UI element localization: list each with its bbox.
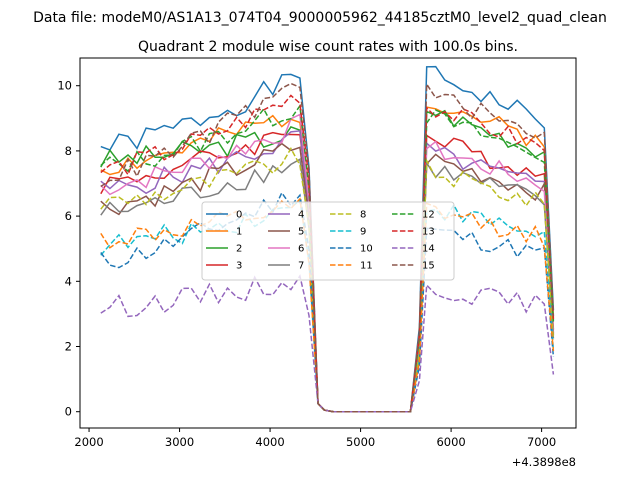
y-tick-label: 2 xyxy=(65,340,72,354)
legend-label-15: 15 xyxy=(422,261,435,272)
y-axis: 0 2 4 6 8 10 xyxy=(57,79,80,419)
series-line-6 xyxy=(100,113,555,413)
legend-label-5: 5 xyxy=(298,227,304,238)
legend-label-12: 12 xyxy=(422,210,435,221)
legend-label-9: 9 xyxy=(360,227,366,238)
y-tick-label: 4 xyxy=(65,274,72,288)
legend-label-8: 8 xyxy=(360,210,366,221)
y-tick-label: 10 xyxy=(57,79,72,93)
x-tick-label: 4000 xyxy=(255,435,284,449)
series-line-10 xyxy=(100,191,555,413)
series-line-15 xyxy=(100,81,555,413)
legend-label-7: 7 xyxy=(298,261,304,272)
y-tick-label: 0 xyxy=(65,405,72,419)
legend-label-6: 6 xyxy=(298,244,304,255)
x-tick-label: 3000 xyxy=(165,435,194,449)
legend-label-3: 3 xyxy=(236,261,242,272)
y-tick-label: 6 xyxy=(65,209,72,223)
legend-label-0: 0 xyxy=(236,210,242,221)
chart-title: Quadrant 2 module wise count rates with … xyxy=(138,39,518,55)
x-axis-offset-label: +4.3898e8 xyxy=(512,455,576,469)
series-line-14 xyxy=(100,274,555,413)
legend-label-10: 10 xyxy=(360,244,373,255)
legend-label-2: 2 xyxy=(236,244,242,255)
x-tick-label: 2000 xyxy=(74,435,103,449)
legend-label-11: 11 xyxy=(360,261,373,272)
series-line-4 xyxy=(100,130,555,413)
x-axis: 2000 3000 4000 5000 6000 7000 xyxy=(74,428,556,449)
series-line-8 xyxy=(100,146,555,413)
series-line-1 xyxy=(100,106,555,413)
series-line-7 xyxy=(100,158,555,413)
plot-area-frame xyxy=(79,57,577,429)
series-line-11 xyxy=(100,197,555,413)
legend-label-14: 14 xyxy=(422,244,435,255)
legend-label-1: 1 xyxy=(236,227,242,238)
series-line-9 xyxy=(100,198,555,413)
data-file-title: Data file: modeM0/AS1A13_074T04_90000059… xyxy=(33,10,607,26)
x-tick-label: 7000 xyxy=(527,435,556,449)
series-line-13 xyxy=(100,94,555,413)
y-tick-label: 8 xyxy=(65,144,72,158)
x-tick-label: 6000 xyxy=(436,435,465,449)
legend-label-13: 13 xyxy=(422,227,435,238)
legend-frame xyxy=(201,201,455,281)
x-tick-label: 5000 xyxy=(346,435,375,449)
series-line-0 xyxy=(100,65,555,413)
legend-label-4: 4 xyxy=(298,210,304,221)
